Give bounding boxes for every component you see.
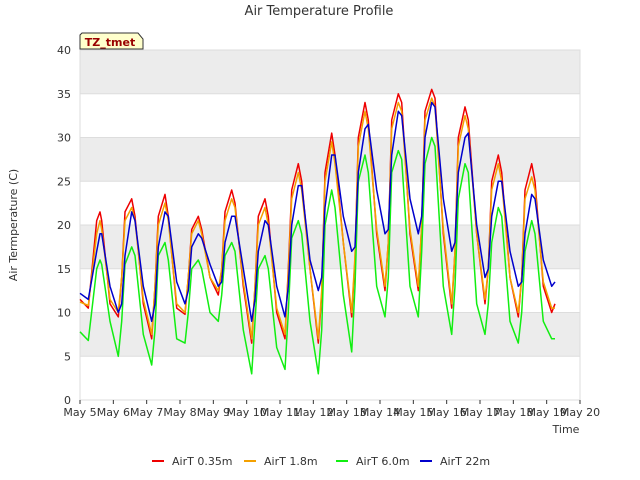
x-axis-title: Time	[552, 423, 580, 436]
badge-box	[79, 32, 144, 50]
x-tick-label: May 5	[63, 406, 96, 419]
x-tick-label: May 13	[327, 406, 367, 419]
x-tick-label: May 19	[527, 406, 567, 419]
y-tick-label: 20	[57, 219, 71, 232]
x-tick-label: May 20	[560, 406, 600, 419]
series-line-4	[79, 101, 556, 323]
y-tick-label: 25	[57, 175, 71, 188]
x-tick-label: May 8	[163, 406, 196, 419]
x-tick-label: May 12	[293, 406, 333, 419]
y-tick-label: 5	[64, 350, 71, 363]
y-axis-title: Air Termperature (C)	[7, 169, 20, 281]
y-tick-label: 30	[57, 132, 71, 145]
x-tick-label: May 11	[260, 406, 300, 419]
chart-title: Air Temperature Profile	[245, 4, 394, 19]
y-tick-label: 10	[57, 307, 71, 320]
series-line-3	[79, 136, 555, 375]
grid-band	[80, 312, 580, 357]
legend-label: AirT 1.8m	[264, 455, 318, 468]
y-tick-label: 35	[57, 88, 71, 101]
x-tick-label: May 7	[130, 406, 163, 419]
legend-label: AirT 0.35m	[172, 455, 233, 468]
y-tick-label: 15	[57, 263, 71, 276]
y-tick-label: 0	[64, 394, 71, 407]
grid-band	[80, 50, 580, 94]
legend: AirT 0.35m AirT 1.8m AirT 6.0m AirT 22m	[152, 455, 490, 468]
y-axis: 0 5 10 15 20 25 30 35 40	[57, 44, 71, 407]
badge-label: TZ_tmet	[85, 36, 135, 49]
x-tick-label: May 6	[97, 406, 130, 419]
legend-label: AirT 6.0m	[356, 455, 410, 468]
x-tick-label: May 14	[360, 406, 400, 419]
x-tick-label: May 10	[227, 406, 267, 419]
legend-label: AirT 22m	[440, 455, 490, 468]
series-lines	[79, 88, 556, 375]
x-tick-label: May 9	[197, 406, 230, 419]
x-tick-label: May 17	[460, 406, 500, 419]
plot-border	[79, 49, 581, 401]
x-tick-label: May 16	[427, 406, 467, 419]
x-tick-label: May 18	[493, 406, 533, 419]
x-tick-label: May 15	[393, 406, 433, 419]
tz-badge: TZ_tmet	[79, 32, 144, 50]
y-tick-label: 40	[57, 44, 71, 57]
